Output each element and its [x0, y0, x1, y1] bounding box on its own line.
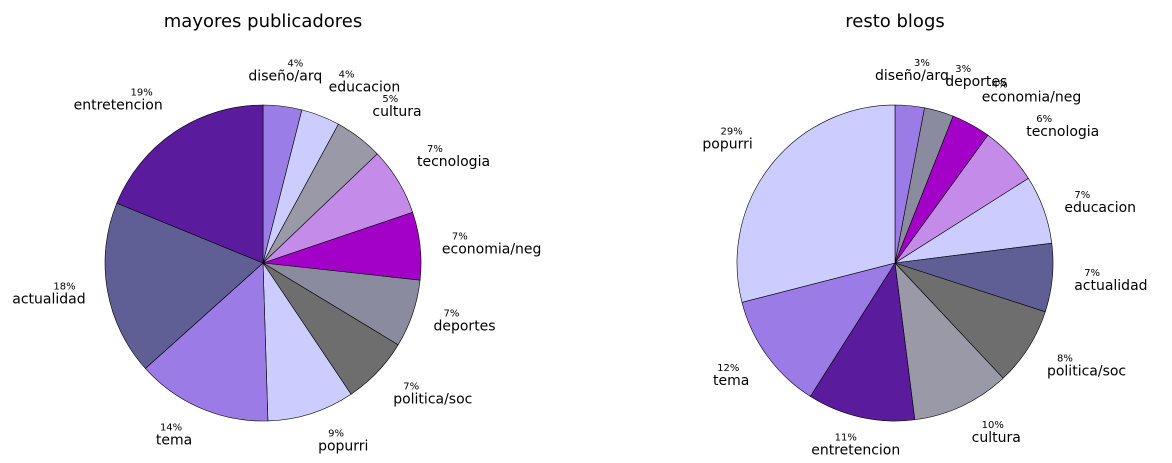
- pie-slice: [736, 104, 896, 303]
- category-label: diseño/arq: [248, 68, 322, 84]
- category-label: politica/soc: [1047, 363, 1126, 379]
- value-label: 14%: [160, 422, 182, 433]
- value-label: 12%: [717, 363, 739, 374]
- pie-slice: [741, 262, 896, 397]
- value-label: 3%: [914, 58, 930, 69]
- value-label: 4%: [339, 69, 355, 80]
- pie-slice: [104, 202, 264, 369]
- pie-slice: [809, 262, 916, 422]
- category-label: tecnologia: [417, 154, 490, 170]
- pie-slice: [894, 262, 1004, 421]
- category-label: entretencion: [74, 98, 163, 114]
- category-label: deportes: [945, 74, 1007, 90]
- pie-slice: [262, 261, 352, 422]
- value-label: 8%: [1057, 353, 1073, 364]
- value-label: 19%: [130, 88, 152, 99]
- value-label: 6%: [1036, 114, 1052, 125]
- value-label: 18%: [53, 282, 75, 293]
- value-label: 7%: [1084, 268, 1100, 279]
- value-label: 7%: [403, 381, 419, 392]
- value-label: 4%: [287, 58, 303, 69]
- chart-title: mayores publicadores: [164, 11, 363, 32]
- value-label: 7%: [1074, 190, 1090, 201]
- category-label: educacion: [1064, 200, 1136, 216]
- category-label: cultura: [372, 104, 421, 120]
- pie-slice: [116, 104, 264, 264]
- value-label: 29%: [721, 127, 743, 138]
- value-label: 11%: [835, 433, 857, 444]
- value-label: 7%: [452, 231, 468, 242]
- category-label: popurri: [318, 438, 368, 454]
- category-label: tema: [156, 432, 192, 448]
- value-label: 9%: [328, 428, 344, 439]
- category-label: tema: [713, 373, 749, 389]
- category-label: diseño/arq: [875, 68, 949, 84]
- value-label: 5%: [382, 94, 398, 105]
- category-label: educacion: [329, 79, 401, 95]
- category-label: actualidad: [1074, 278, 1147, 294]
- category-label: deportes: [433, 319, 495, 335]
- category-label: entretencion: [811, 443, 900, 459]
- value-label: 3%: [955, 64, 971, 75]
- category-label: tecnologia: [1026, 124, 1099, 140]
- category-label: economia/neg: [442, 241, 542, 257]
- chart-title: resto blogs: [845, 11, 945, 32]
- value-label: 7%: [443, 309, 459, 320]
- value-label: 7%: [427, 144, 443, 155]
- pie-slice: [144, 262, 269, 422]
- category-label: politica/soc: [393, 391, 472, 407]
- category-label: popurri: [702, 137, 752, 153]
- value-label: 10%: [982, 420, 1004, 431]
- value-label: 4%: [992, 79, 1008, 90]
- category-label: cultura: [972, 430, 1021, 446]
- category-label: economia/neg: [982, 89, 1082, 105]
- category-label: actualidad: [12, 292, 85, 308]
